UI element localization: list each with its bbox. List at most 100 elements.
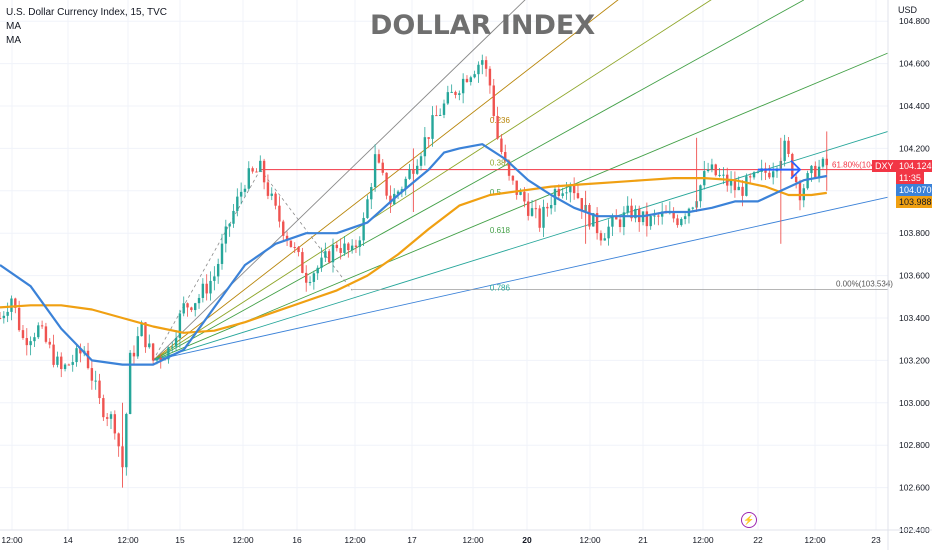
candle-body [634,208,637,219]
ma-legend-2[interactable]: MA [6,35,21,46]
candle-body [733,180,737,191]
candle-body [752,172,756,178]
candle-body [488,68,492,86]
candle-body [79,348,82,354]
candle-body [515,180,518,195]
candle-body [224,226,228,244]
candle-body [86,350,90,369]
lightning-icon[interactable]: ⚡ [741,512,757,528]
candle-body [630,205,633,219]
candle-body [592,213,595,227]
candle-body [171,346,174,348]
candle-body [530,208,534,216]
candle-body [232,210,235,224]
price-tick-label: 103.600 [899,271,930,281]
ma-legend-1[interactable]: MA [6,21,21,32]
price-tick-label: 102.800 [899,440,930,450]
candle-body [274,193,277,206]
candle-body [75,348,78,363]
price-axis[interactable]: 104.800104.600104.400104.200104.000103.8… [887,0,930,550]
price-tick-label: 102.600 [899,483,930,493]
price-tick-label: 103.800 [899,228,930,238]
candle-body [174,337,178,347]
candle-body [320,257,323,268]
candle-body [492,85,495,116]
candle-body [98,380,101,399]
fan-line [153,196,889,361]
candle-body [10,298,13,312]
candle-body [366,199,369,218]
candle-body [442,103,446,115]
candle-body [262,160,266,183]
candle-body [194,303,197,311]
candle-body [52,344,55,365]
candle-body [676,218,679,226]
candle-body [565,192,568,194]
fib-level-label: 0.382 [490,158,511,167]
candle-body [427,137,430,139]
candle-body [297,247,300,253]
candle-body [128,352,132,414]
candle-body [706,169,710,172]
candle-body [435,115,438,117]
candle-body [71,362,74,365]
time-tick-label: 12:00 [1,535,23,545]
candle-body [465,78,469,83]
candle-body [197,297,201,304]
candle-body [132,352,136,357]
candle-body [814,165,817,178]
candle-body [729,180,733,186]
candle-body [595,213,599,234]
candle-body [125,413,128,468]
candle-body [305,272,308,283]
candle-body [653,215,656,217]
symbol-line[interactable]: U.S. Dollar Currency Index, 15, TVC [6,7,167,18]
candle-body [266,182,270,196]
candle-body [347,243,350,251]
candle-body [48,341,51,345]
chart-grid [0,0,888,531]
candle-body [576,193,580,199]
time-axis[interactable]: 12:00 14 12:00 15 12:00 16 12:00 17 12:00 20 12:00… [0,529,932,545]
ma-blue-line [0,143,827,366]
candlesticks [0,54,828,488]
candle-body [63,364,67,370]
time-tick-label: 12:00 [462,535,484,545]
time-tick-label: 22 [753,535,763,545]
candle-body [680,219,683,226]
candle-body [236,196,239,211]
candle-body [44,326,48,342]
fan-line [152,0,619,361]
candle-body [458,93,461,95]
candle-body [0,318,2,319]
candle-body [794,176,798,183]
candle-body [6,311,9,316]
candle-body [611,216,614,227]
candle-body [683,216,687,220]
candle-body [438,114,442,116]
fib-level-label: 0.00%(103.534) [836,280,893,289]
candle-body [400,189,404,192]
candle-body [67,364,71,366]
candle-body [270,193,273,196]
time-tick-label: 12:00 [117,535,139,545]
candle-body [285,235,289,241]
ma-orange-badge: 103.988 [896,196,932,208]
candle-body [312,273,316,282]
time-tick-label: 12:00 [579,535,601,545]
candle-body [335,244,339,249]
candle-body [105,417,109,419]
candle-body [546,206,549,209]
candle-body [377,154,381,163]
time-tick-label: 12:00 [232,535,254,545]
candle-body [282,221,285,236]
candle-body [454,91,457,95]
candle-body [450,91,453,93]
candle-body [25,338,28,346]
candle-body [2,315,6,319]
candle-body [148,343,151,348]
fan-line [152,52,889,361]
fib-level-label: 61.80%(104.1) [832,161,885,170]
candle-body [404,178,407,190]
